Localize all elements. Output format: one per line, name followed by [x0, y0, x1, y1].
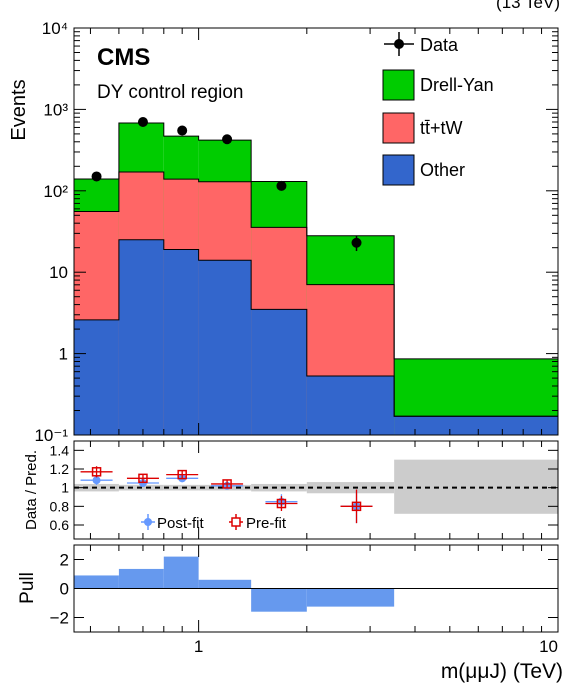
x-tick-label-0: 1: [194, 637, 203, 656]
ratio-panel: 0.6 0.8 1 1.2 1.4 Data / Pred. Post-fit Pre-…: [23, 440, 559, 540]
cms-title: CMS: [97, 44, 150, 71]
pull-bar-0: [74, 575, 119, 589]
data-point-0: [91, 171, 102, 182]
legend: Data Drell-Yan tt̄+tW Other: [382, 32, 494, 186]
legend-drell-yan-label: Drell-Yan: [420, 75, 494, 95]
pull-tick-label-2: 2: [60, 551, 69, 570]
x-axis-label: m(μμJ) (TeV): [441, 660, 563, 683]
stack-outline-0: [74, 239, 558, 417]
ratio-tick-label-2: 1: [61, 480, 69, 496]
legend-data-label: Data: [420, 35, 459, 55]
ratio-tick-label-0: 0.6: [50, 517, 70, 533]
stack-outline-1: [74, 171, 558, 417]
main-tick-label-2: 10: [49, 263, 68, 282]
postfit-point-0: [92, 476, 101, 485]
data-point-5: [351, 237, 362, 248]
legend-ttbar-swatch: [382, 112, 415, 144]
x-tick-label-1: 10: [539, 637, 558, 656]
ratio-tick-label-3: 1.2: [50, 461, 70, 477]
ratio-band-bin-2: [163, 484, 199, 491]
ratio-band-bin-6: [394, 459, 558, 514]
ratio-legend: Post-fit Pre-fit: [141, 514, 287, 532]
x-ticks: 1 10: [89, 28, 559, 656]
data-point-1: [137, 117, 148, 128]
prefit-point-4: [276, 498, 287, 509]
main-ylabel: Events: [8, 79, 30, 140]
pull-tick-label-0: −2: [50, 609, 69, 628]
legend-drell-yan-swatch: [382, 69, 415, 101]
prefit-point-2: [177, 469, 187, 480]
pull-bar-1: [118, 568, 164, 589]
pull-ylabel: Pull: [17, 572, 38, 604]
prefit-legend-marker: [231, 517, 241, 527]
stack-bar-other-2: [163, 249, 199, 435]
ratio-points: [80, 466, 373, 524]
ratio-band-bin-5: [306, 482, 395, 494]
main-tick-label-0: 10⁻¹: [34, 426, 68, 445]
legend-ttbar-label: tt̄+tW: [420, 118, 463, 138]
region-subtitle: DY control region: [97, 82, 243, 103]
data-point-3: [222, 134, 233, 145]
postfit-legend-label: Post-fit: [157, 515, 205, 532]
main-panel: 10⁻¹ 1 10 10² 10³ 10⁴ Events CMS DY control r…: [8, 19, 559, 445]
prefit-legend-label: Pre-fit: [246, 515, 287, 532]
legend-item-drell-yan: Drell-Yan: [382, 69, 494, 101]
data-point-2: [177, 125, 188, 136]
lumi-text: (13 TeV): [496, 0, 560, 12]
main-stack-bars: [74, 122, 558, 436]
ratio-band-bin-4: [251, 483, 307, 492]
prefit-point-0: [91, 467, 102, 477]
legend-item-data: Data: [384, 32, 459, 56]
pull-bar-4: [251, 588, 307, 612]
main-data-points: [91, 117, 362, 252]
legend-item-ttbar: tt̄+tW: [382, 112, 463, 144]
main-tick-label-5: 10⁴: [42, 19, 68, 38]
stack-bar-other-6: [394, 416, 558, 435]
main-tick-label-3: 10²: [43, 182, 68, 201]
pull-bar-3: [198, 579, 252, 589]
data-point-4: [276, 180, 287, 191]
pull-panel: −2 0 2 Pull 1 10 m(μμJ) (TeV): [17, 28, 563, 683]
pull-bar-5: [306, 588, 395, 607]
postfit-legend-marker: [144, 518, 152, 526]
stack-bar-other-3: [198, 260, 252, 435]
main-frame: [73, 27, 559, 436]
legend-data-marker: [394, 39, 404, 49]
prefit-point-1: [138, 473, 148, 484]
legend-other-label: Other: [420, 160, 465, 180]
pull-tick-label-1: 0: [60, 580, 69, 599]
legend-other-swatch: [382, 154, 415, 186]
main-tick-label-1: 1: [59, 345, 68, 364]
legend-item-other: Other: [382, 154, 465, 186]
prefit-point-3: [222, 479, 232, 489]
pull-bars: [74, 556, 395, 612]
ratio-y-ticks: 0.6 0.8 1 1.2 1.4: [50, 442, 558, 533]
prefit-point-5: [351, 501, 362, 512]
ratio-tick-label-1: 0.8: [50, 498, 70, 514]
pull-y-ticks: −2 0 2: [50, 551, 558, 628]
stack-bar-other-5: [306, 376, 395, 435]
main-tick-label-4: 10³: [43, 100, 68, 119]
stack-bar-other-0: [74, 319, 119, 435]
ratio-legend-postfit: Post-fit: [141, 514, 205, 532]
ratio-legend-prefit: Pre-fit: [229, 514, 287, 532]
ratio-frame: [73, 440, 559, 540]
ratio-ylabel: Data / Pred.: [23, 450, 40, 530]
stack-bar-other-4: [251, 309, 307, 435]
pull-bar-2: [163, 556, 199, 589]
ratio-tick-label-4: 1.4: [50, 442, 70, 458]
stack-bar-other-1: [118, 239, 164, 435]
main-y-ticks: 10⁻¹ 1 10 10² 10³ 10⁴: [34, 19, 558, 445]
